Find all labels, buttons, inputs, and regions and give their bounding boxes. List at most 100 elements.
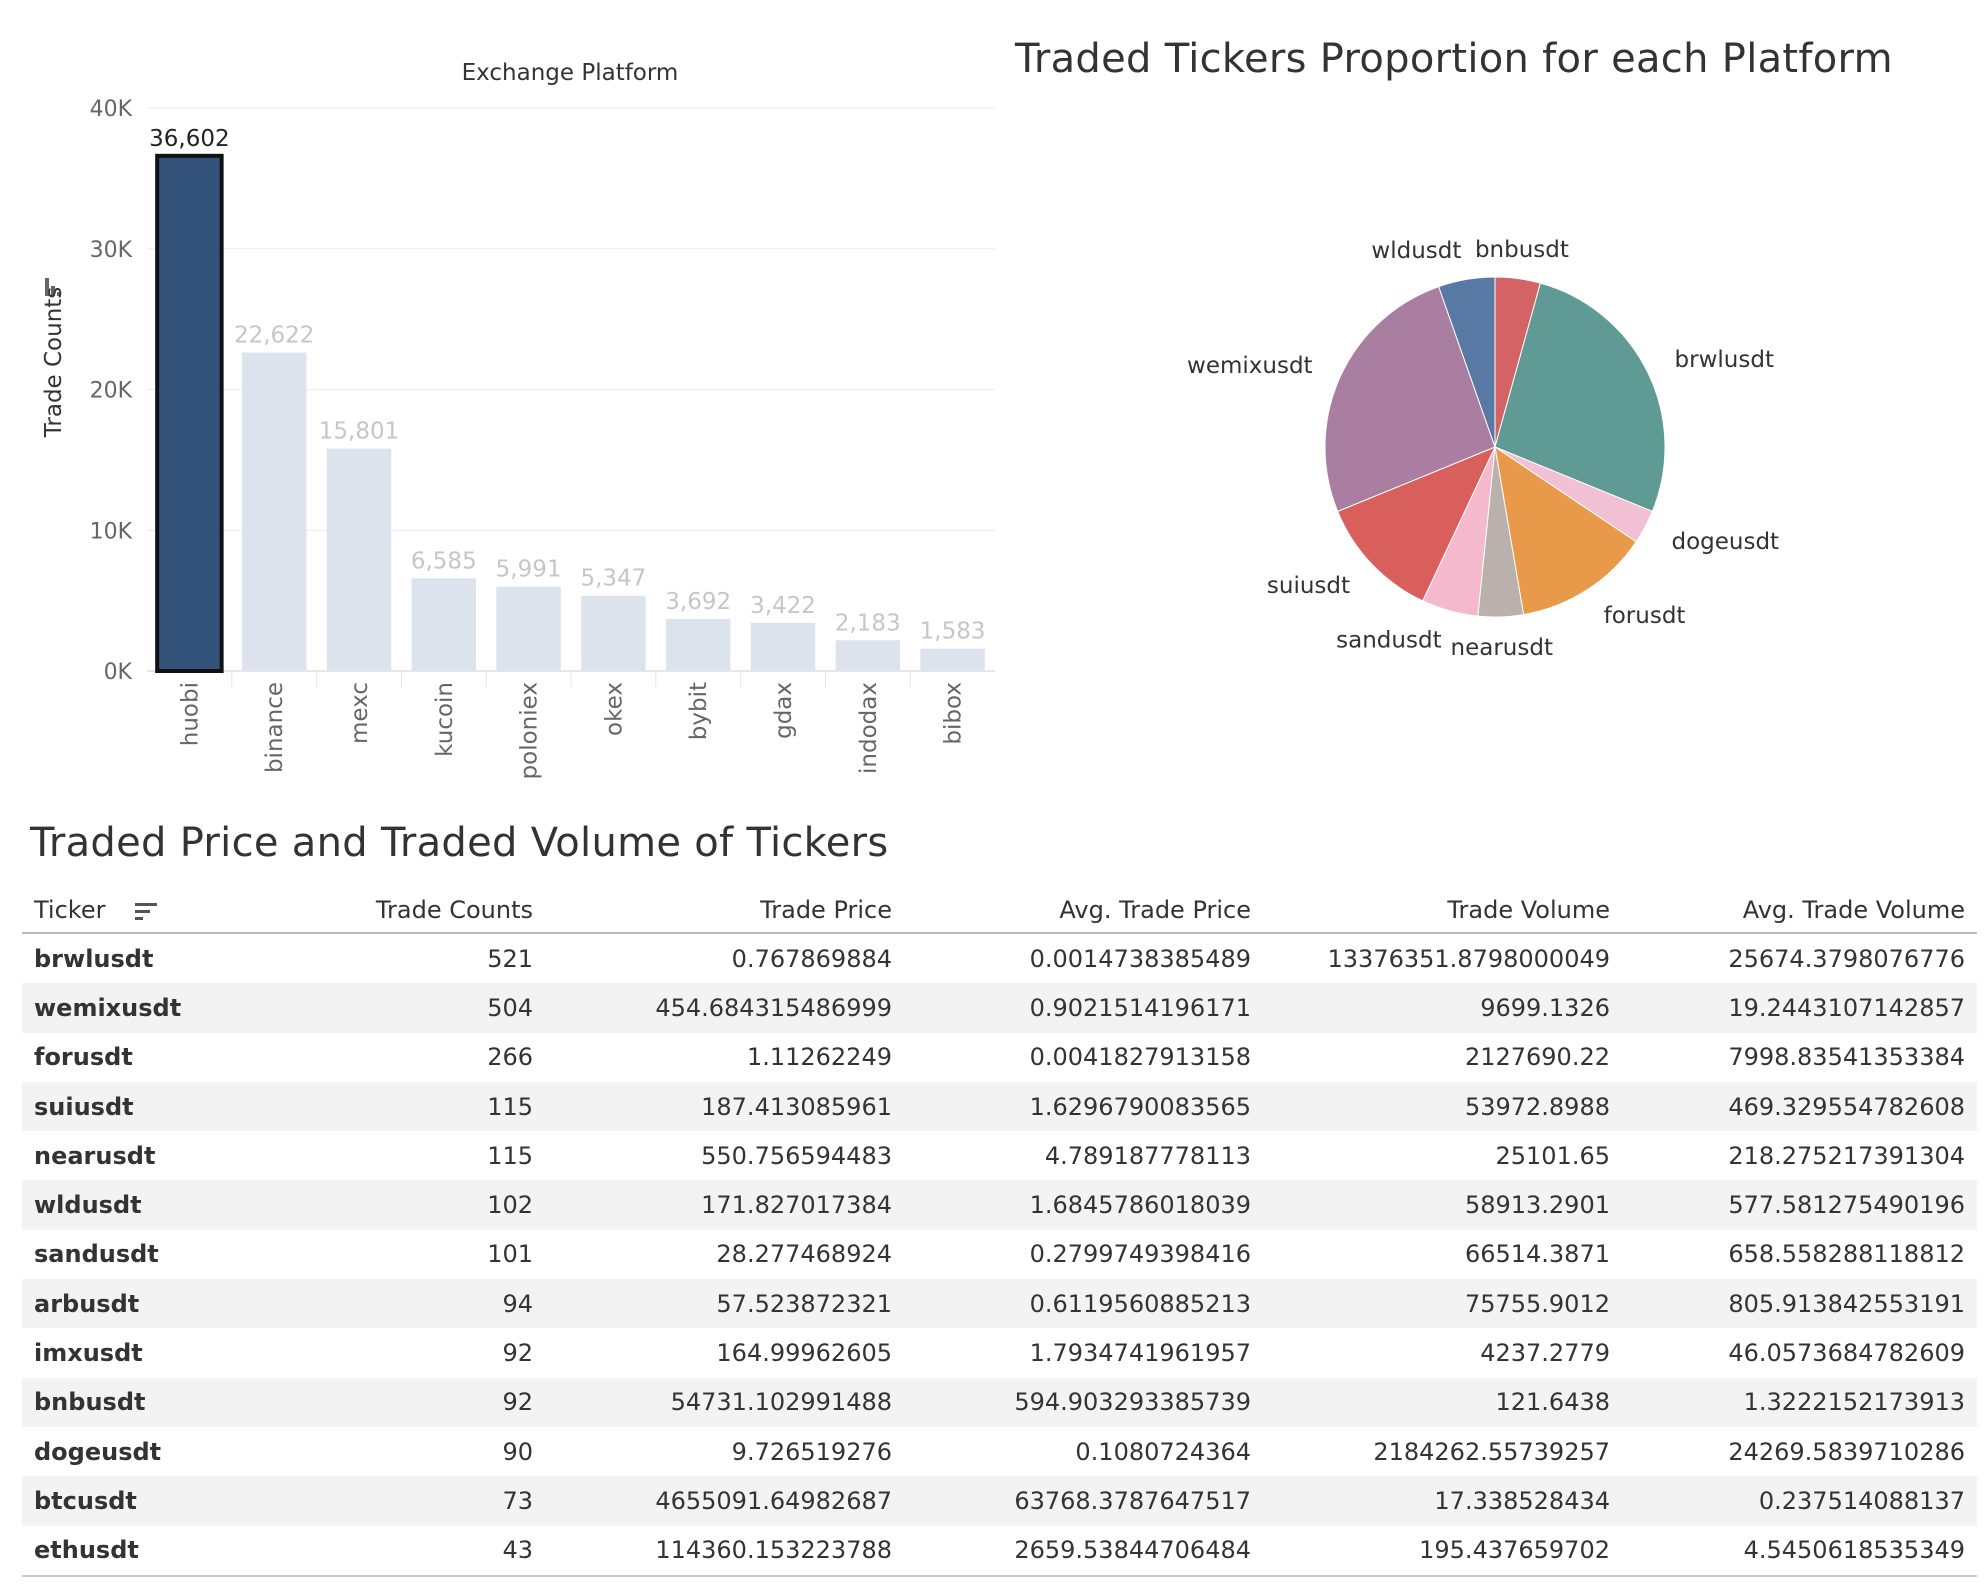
pie-slice-forusdt[interactable] xyxy=(1494,445,1637,616)
bar-mexc[interactable] xyxy=(326,448,392,671)
value-cell: 4.789187778113 xyxy=(1044,1141,1251,1170)
table-row[interactable]: forusdt 266 1.11262249 0.0041827913158 21276… xyxy=(22,1033,1977,1082)
table-row[interactable]: suiusdt 115 187.413085961 1.6296790083565 53… xyxy=(22,1081,1977,1132)
bar-value-label: 5,347 xyxy=(580,566,646,592)
value-cell: 1.3222152173913 xyxy=(1622,1377,1977,1427)
value-cell: 101 xyxy=(487,1240,533,1269)
value-cell: 25101.65 xyxy=(1495,1141,1610,1170)
bar-value-label: 15,801 xyxy=(319,419,399,445)
value-cell: 218.275217391304 xyxy=(1728,1141,1965,1170)
sort-icon[interactable] xyxy=(135,901,159,921)
value-cell: 805.913842553191 xyxy=(1622,1279,1977,1329)
table-header-row: Ticker Trade Counts Trade Price Avg. Tra… xyxy=(22,888,1977,934)
value-cell: 114360.153223788 xyxy=(545,1525,904,1577)
sort-icon[interactable] xyxy=(45,278,61,296)
bar-indodax[interactable] xyxy=(835,640,901,671)
value-cell: 46.0573684782609 xyxy=(1728,1339,1965,1368)
y-tick-label: 30K xyxy=(90,238,133,263)
value-cell: 0.1080724364 xyxy=(1075,1437,1251,1466)
value-cell: 115 xyxy=(296,1081,545,1132)
table-title: Traded Price and Traded Volume of Ticker… xyxy=(30,820,889,866)
bar-bibox[interactable] xyxy=(920,648,985,671)
value-cell: 115 xyxy=(487,1141,533,1170)
x-category-label: bibox xyxy=(941,682,967,745)
value-cell: 92 xyxy=(296,1377,545,1427)
pie-label: wemixusdt xyxy=(1187,353,1313,379)
column-header-avg-trade-volume[interactable]: Avg. Trade Volume xyxy=(1622,888,1977,934)
table-row[interactable]: wemixusdt 504 454.684315486999 0.9021514196… xyxy=(22,983,1977,1033)
value-cell: 25674.3798076776 xyxy=(1728,944,1965,973)
bar-value-label: 1,583 xyxy=(920,619,986,645)
pie-label: wldusdt xyxy=(1371,238,1461,264)
tickers-proportion-pie-chart: bnbusdt brwlusdt dogeusdt forusdt nearusdt sa… xyxy=(1187,237,1779,661)
table-row[interactable]: dogeusdt 90 9.726519276 0.1080724364 2184262… xyxy=(22,1427,1977,1476)
bar-bybit[interactable] xyxy=(665,619,731,671)
value-cell: 0.767869884 xyxy=(731,944,892,973)
value-cell: 43 xyxy=(296,1525,545,1577)
ticker-cell: bnbusdt xyxy=(22,1377,296,1427)
table-row[interactable]: nearusdt 115 550.756594483 4.789187778113 25… xyxy=(22,1131,1977,1180)
ticker-cell: forusdt xyxy=(34,1043,133,1072)
pie-label: forusdt xyxy=(1604,603,1686,629)
bar-marks: 36,602 huobi 22,622 binance 15,801 mexc 6,585 k… xyxy=(149,126,985,780)
table-row[interactable]: wldusdt 102 171.827017384 1.6845786018039 58… xyxy=(22,1180,1977,1230)
table-row[interactable]: arbusdt 94 57.523872321 0.6119560885213 7575… xyxy=(22,1279,1977,1329)
bar-value-label: 2,183 xyxy=(835,610,901,636)
value-cell: 0.2799749398416 xyxy=(1029,1240,1251,1269)
column-header-trade-counts[interactable]: Trade Counts xyxy=(296,888,545,934)
value-cell: 92 xyxy=(502,1339,533,1368)
pie-label: dogeusdt xyxy=(1671,529,1779,555)
table-row[interactable]: ethusdt 43 114360.153223788 2659.5384470648… xyxy=(22,1525,1977,1577)
value-cell: 90 xyxy=(502,1437,533,1466)
x-category-label: huobi xyxy=(177,682,203,746)
bar-poloniex[interactable] xyxy=(496,586,561,671)
pie-label: brwlusdt xyxy=(1675,347,1774,373)
table-row[interactable]: btcusdt 73 4655091.64982687 63768.378764751… xyxy=(22,1476,1977,1526)
table-row[interactable]: imxusdt 92 164.99962605 1.7934741961957 4237… xyxy=(22,1328,1977,1377)
table-row[interactable]: brwlusdt 521 0.767869884 0.0014738385489 133… xyxy=(22,933,1977,983)
bar-chart-title: Exchange Platform xyxy=(462,60,679,86)
pie-slice-suiusdt[interactable] xyxy=(1337,446,1496,602)
column-header-trade-volume[interactable]: Trade Volume xyxy=(1263,888,1622,934)
value-cell: 66514.3871 xyxy=(1464,1240,1610,1269)
column-header-avg-trade-price[interactable]: Avg. Trade Price xyxy=(904,888,1263,934)
bar-okex[interactable] xyxy=(581,595,646,671)
ticker-cell: nearusdt xyxy=(34,1141,156,1170)
pie-slice-wldusdt[interactable] xyxy=(1438,276,1496,448)
bar-value-label: 36,602 xyxy=(149,126,229,152)
bar-gdax[interactable] xyxy=(750,622,816,671)
value-cell: 195.437659702 xyxy=(1263,1525,1622,1577)
bar-y-axis-ticks: 0K 10K 20K 30K 40K xyxy=(90,97,133,685)
value-cell: 53972.8988 xyxy=(1263,1081,1622,1132)
x-category-label: okex xyxy=(601,682,627,736)
value-cell: 1.11262249 xyxy=(746,1043,892,1072)
pie-slice-wemixusdt[interactable] xyxy=(1324,285,1496,513)
value-cell: 2184262.55739257 xyxy=(1373,1437,1610,1466)
value-cell: 121.6438 xyxy=(1263,1377,1622,1427)
value-cell: 13376351.8798000049 xyxy=(1327,944,1610,973)
bar-huobi[interactable] xyxy=(155,153,224,673)
bar-binance[interactable] xyxy=(241,352,307,671)
bar-value-label: 22,622 xyxy=(234,323,314,349)
value-cell: 4.5450618535349 xyxy=(1622,1525,1977,1577)
value-cell: 28.277468924 xyxy=(716,1240,892,1269)
table-row[interactable]: sandusdt 101 28.277468924 0.2799749398416 66… xyxy=(22,1230,1977,1279)
ticker-cell: arbusdt xyxy=(22,1279,296,1329)
value-cell: 0.0041827913158 xyxy=(1029,1043,1251,1072)
column-header-ticker[interactable]: Ticker xyxy=(22,888,296,934)
table-row[interactable]: bnbusdt 92 54731.102991488 594.903293385739… xyxy=(22,1377,1977,1427)
ticker-cell: dogeusdt xyxy=(34,1437,162,1466)
pie-labels: bnbusdt brwlusdt dogeusdt forusdt nearusdt sa… xyxy=(1187,237,1779,661)
value-cell: 454.684315486999 xyxy=(545,983,904,1033)
column-header-trade-price[interactable]: Trade Price xyxy=(545,888,904,934)
value-cell: 594.903293385739 xyxy=(904,1377,1263,1427)
pie-chart-title: Traded Tickers Proportion for each Platf… xyxy=(1015,36,1893,82)
ticker-table: Ticker Trade Counts Trade Price Avg. Tra… xyxy=(22,888,1977,1577)
bar-kucoin[interactable] xyxy=(411,578,477,671)
value-cell: 9.726519276 xyxy=(731,1437,892,1466)
y-tick-label: 40K xyxy=(90,97,133,122)
value-cell: 2659.53844706484 xyxy=(904,1525,1263,1577)
pie-slice-brwlusdt[interactable] xyxy=(1494,282,1666,513)
x-category-label: binance xyxy=(262,682,288,773)
ticker-cell: imxusdt xyxy=(34,1339,143,1368)
